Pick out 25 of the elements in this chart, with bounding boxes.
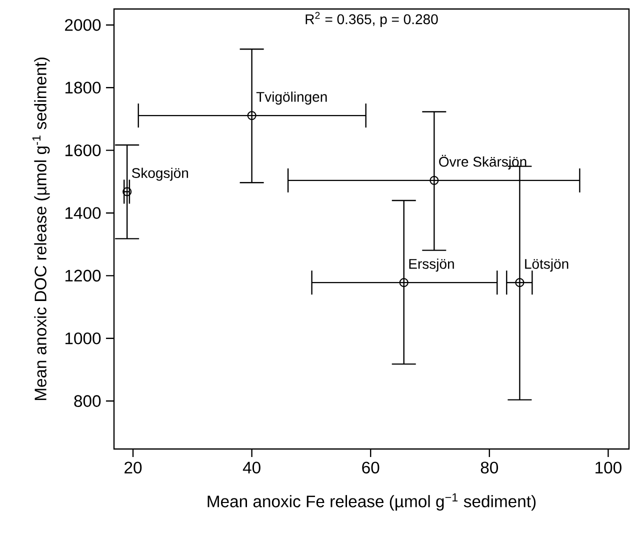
x-tick-label: 80: [480, 462, 498, 474]
point: [122, 187, 132, 196]
x-tick-label: 40: [242, 462, 260, 474]
point: [430, 176, 439, 185]
annotation: Skogsjön: [132, 168, 188, 181]
x-axis-title: Mean anoxic Fe release (µmol g$^{−1}$ sediment): [208, 493, 536, 511]
x-tick-label: 100: [596, 462, 622, 474]
annotation: Erssjön: [409, 258, 454, 272]
point: [399, 278, 408, 288]
y-tick-label: 1200: [65, 270, 101, 282]
y-tick-label: 800: [74, 395, 101, 407]
annotation: Lötsjön: [525, 258, 568, 272]
point: [247, 111, 256, 120]
annotation: Övre Skärsjön: [439, 154, 526, 170]
y-tick-label: 1800: [65, 82, 101, 94]
y-tick-label: 1600: [65, 144, 101, 156]
annotation: Tvigölingen: [256, 92, 327, 105]
y-tick-label: 1000: [65, 332, 101, 344]
x-tick-label: 20: [124, 462, 142, 474]
point: [515, 278, 524, 288]
y-tick-label: 1400: [65, 207, 101, 219]
x-tick-label: 60: [362, 462, 380, 474]
annotation: R$^{2}$ = 0.365, p = 0.280: [306, 12, 438, 27]
y-axis-title: Mean anoxic DOC release (µmol g$^{-1}$ sediment): [32, 58, 50, 400]
y-tick-label: 2000: [65, 19, 101, 31]
